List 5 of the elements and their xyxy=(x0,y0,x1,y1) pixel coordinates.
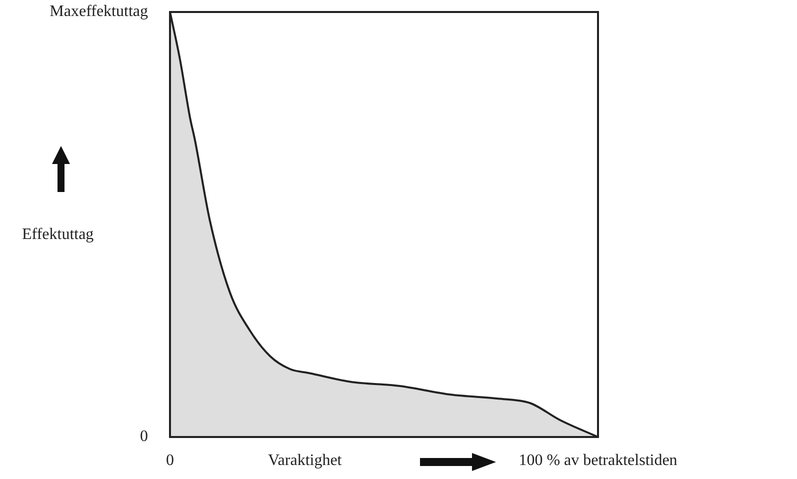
x-axis-title: Varaktighet xyxy=(268,452,342,470)
text: Maxeffektuttag xyxy=(50,3,148,20)
y-axis-title: Effektuttag xyxy=(22,226,94,244)
x-tick-label: 100 % av betraktelstiden xyxy=(518,452,678,469)
text: 0 xyxy=(140,428,148,446)
